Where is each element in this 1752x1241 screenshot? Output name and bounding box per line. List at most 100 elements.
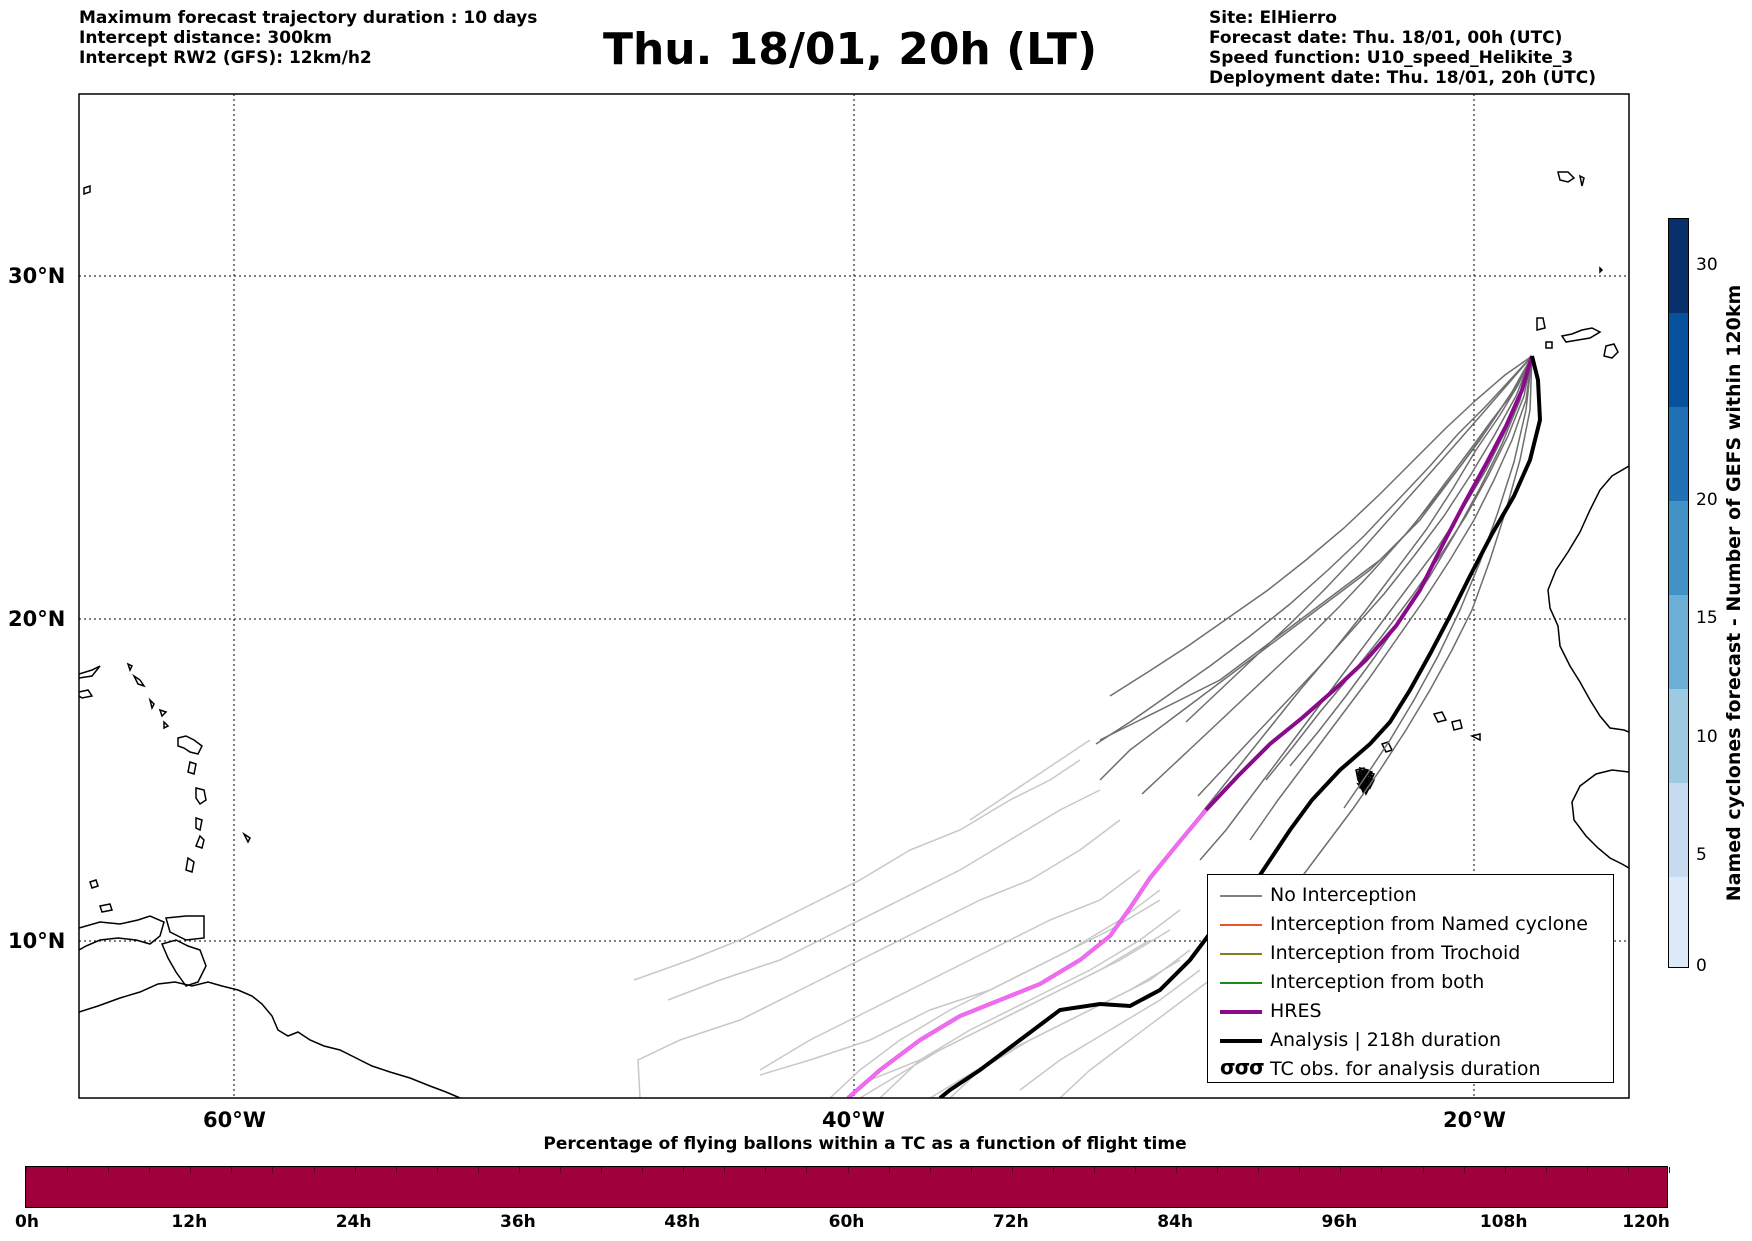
bar-tick-mark [1586, 1167, 1588, 1173]
colorbar-segment [1669, 783, 1688, 877]
island-6 [158, 708, 168, 718]
lon-label-60w: 60°W [203, 1108, 266, 1132]
lat-label-30n: 30°N [8, 264, 66, 288]
page-title: Thu. 18/01, 20h (LT) [602, 24, 1098, 75]
colorbar-segment [1669, 501, 1688, 595]
ensemble-track-light [929, 959, 1181, 1098]
colorbar-tick: 5 [1696, 845, 1707, 865]
lat-label-20n: 20°N [8, 607, 66, 631]
ensemble-track-light [667, 789, 1101, 1001]
ensemble-track-light [869, 939, 1151, 1081]
colorbar-segment [1669, 877, 1688, 967]
header-right: Site: ElHierro Forecast date: Thu. 18/01… [1209, 8, 1596, 88]
bar-tick-mark [477, 1167, 479, 1173]
bar-tick-mark [354, 1167, 356, 1173]
canary-island-3 [1603, 343, 1619, 359]
canary-island-4 [1545, 341, 1553, 349]
legend-line-icon [1220, 924, 1262, 926]
bar-tick-mark [642, 1167, 644, 1173]
cape-verde-2 [1451, 719, 1463, 731]
bar-tick-mark [683, 1167, 685, 1173]
coastlines [79, 171, 1629, 1098]
legend-item-tc-obs: σσσ TC obs. for analysis duration [1220, 1055, 1541, 1080]
ensemble-track-light [637, 819, 1121, 1098]
puerto-rico-coast [165, 915, 205, 941]
madeira-islet [1578, 174, 1585, 187]
bar-tick-mark [108, 1167, 110, 1173]
header-site: Site: ElHierro [1209, 8, 1337, 28]
ensemble-track-light [969, 739, 1091, 821]
island-2 [79, 689, 94, 699]
cape-verde-1 [1432, 711, 1448, 723]
bar-tick-mark [929, 1167, 931, 1173]
legend-item-analysis: Analysis | 218h duration [1208, 1026, 1613, 1055]
island-14 [242, 831, 251, 844]
colorbar-title: Named cyclones forecast - Number of GEFS… [1723, 284, 1745, 902]
ensemble-track-light [633, 759, 1081, 981]
colorbar-segment [1669, 219, 1688, 313]
cape-verde-24 [1364, 770, 1376, 784]
ensemble-track-light [829, 889, 1161, 1098]
island-17 [83, 184, 91, 196]
legend-line-icon [1220, 1039, 1262, 1043]
bar-tick-mark [1545, 1167, 1547, 1173]
bar-tick-label: 84h [1157, 1212, 1193, 1232]
bar-tick-mark [970, 1167, 972, 1173]
cape-verde-22 [1357, 768, 1369, 782]
bar-tick-label: 0h [15, 1212, 39, 1232]
bar-tick-mark [272, 1167, 274, 1173]
lat-label-10n: 10°N [8, 929, 66, 953]
cyclone-colorbar [1668, 218, 1689, 968]
bar-tick-mark [26, 1167, 27, 1173]
trinidad-coast [160, 939, 207, 987]
legend-item-both: Interception from both [1208, 968, 1613, 997]
ensemble-track-light [1019, 969, 1201, 1091]
lon-label-40w: 40°W [822, 1108, 885, 1132]
colorbar-tick: 20 [1696, 490, 1718, 510]
bar-tick-mark [313, 1167, 315, 1173]
bar-tick-label: 96h [1321, 1212, 1358, 1232]
ensemble-track [1141, 355, 1533, 795]
colorbar-tick: 30 [1696, 255, 1718, 275]
legend-line-icon [1220, 982, 1262, 984]
header-left: Maximum forecast trajectory duration : 1… [79, 8, 537, 68]
ensemble-track [1291, 355, 1533, 891]
legend-item-named-cyclone: Interception from Named cyclone [1208, 910, 1613, 939]
bar-tick-mark [1011, 1167, 1013, 1173]
ensemble-track [1109, 355, 1533, 697]
bar-tick-label: 72h [992, 1212, 1029, 1232]
bar-tick-mark [149, 1167, 151, 1173]
analysis-track [938, 355, 1543, 1098]
ensemble-track [1099, 355, 1533, 781]
ensemble-track [1095, 355, 1533, 745]
hres-track-late [846, 808, 1208, 1098]
ensemble-track [1249, 355, 1533, 841]
ensemble-track [1197, 355, 1533, 797]
ensemble-track-light [759, 869, 1141, 1071]
bar-tick-mark [1135, 1167, 1137, 1173]
lon-label-20w: 20°W [1443, 1108, 1506, 1132]
ensemble-track [1343, 355, 1533, 809]
legend-line-icon [1220, 895, 1262, 897]
island-9 [187, 761, 197, 775]
island-8 [177, 735, 203, 755]
map-legend: No Interception Interception from Named … [1207, 874, 1614, 1083]
island-11 [195, 816, 203, 832]
bar-tick-mark [1627, 1167, 1629, 1173]
bar-tick-mark [231, 1167, 233, 1173]
islet-1 [1599, 266, 1604, 274]
bar-tick-mark [1258, 1167, 1260, 1173]
bar-tick-mark [67, 1167, 69, 1173]
colorbar-tick: 15 [1696, 608, 1718, 628]
colorbar-tick: 10 [1696, 727, 1718, 747]
ensemble-track-light [1059, 979, 1211, 1098]
legend-line-icon [1220, 1010, 1262, 1014]
south-america-coast [79, 981, 461, 1098]
header-max-duration: Maximum forecast trajectory duration : 1… [79, 8, 538, 28]
cyclone-symbols-icon: σσσ [1220, 1055, 1265, 1079]
island-15 [89, 879, 99, 889]
bar-tick-mark [765, 1167, 767, 1173]
bar-tick-label: 120h [1622, 1212, 1670, 1232]
island-16 [99, 903, 113, 913]
island-7 [163, 720, 170, 730]
